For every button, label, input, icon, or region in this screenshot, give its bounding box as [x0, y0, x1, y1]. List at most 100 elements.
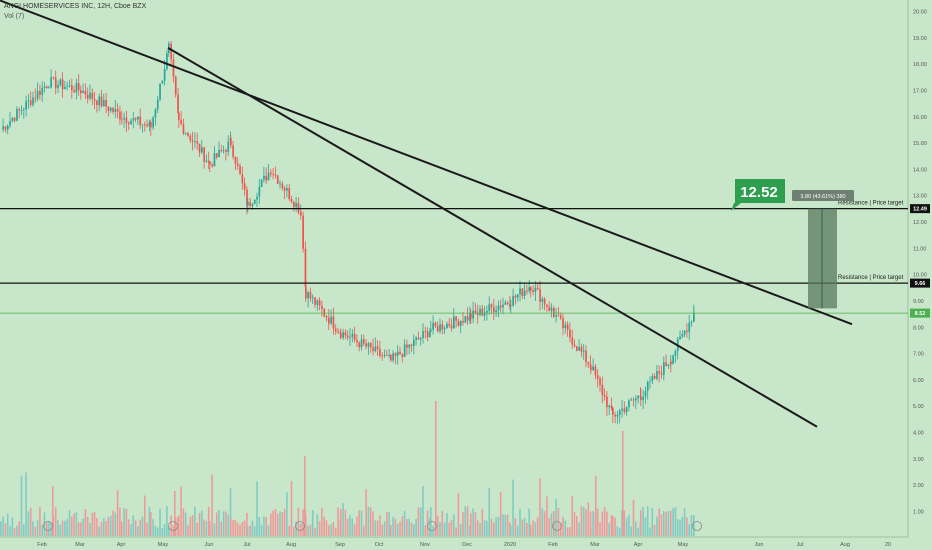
candle-body: [316, 300, 319, 305]
volume-bar: [349, 515, 351, 536]
candle-body: [137, 116, 139, 120]
y-tick-label: 13.00: [913, 194, 927, 200]
x-tick-label: Aug: [286, 542, 296, 548]
candle-body: [621, 408, 623, 411]
x-tick-label: 2020: [504, 542, 516, 548]
volume-bar: [553, 511, 555, 536]
volume-bar: [676, 519, 679, 536]
y-tick-label: 5.00: [913, 404, 924, 410]
volume-bar: [592, 511, 594, 536]
volume-bar: [521, 519, 524, 536]
candle-body: [436, 326, 439, 332]
volume-bar: [107, 517, 110, 536]
volume-bar: [154, 525, 157, 536]
candle-body: [68, 85, 71, 86]
volume-bar: [123, 508, 125, 536]
volume-bar: [96, 518, 98, 536]
candle-body: [441, 324, 444, 330]
volume-bar: [566, 527, 569, 536]
volume-bar: [396, 523, 399, 536]
volume-bar: [439, 521, 441, 536]
candle-body: [148, 122, 151, 127]
candle-body: [592, 366, 594, 371]
volume-bar: [340, 508, 342, 536]
volume-bar: [474, 512, 477, 536]
candle-body: [139, 116, 142, 126]
candle-body: [29, 100, 32, 105]
volume-bar: [417, 507, 420, 536]
candle-body: [490, 304, 493, 308]
volume-bar: [351, 518, 354, 536]
volume-bar: [260, 524, 263, 536]
y-tick-label: 19.00: [913, 36, 927, 42]
candle-body: [150, 122, 152, 128]
candle-body: [174, 76, 177, 95]
measure-label: 3.80 (43.61%) 380: [800, 194, 845, 200]
candle-body: [356, 339, 358, 343]
y-tick-label: 18.00: [913, 62, 927, 68]
candle-body: [249, 201, 251, 206]
volume-bar: [132, 515, 135, 536]
volume-bar: [267, 525, 270, 536]
candle-body: [66, 85, 69, 87]
candle-body: [267, 172, 270, 181]
volume-bar: [573, 512, 576, 536]
candle-body: [374, 346, 377, 352]
volume-bar: [68, 510, 71, 536]
volume-bar: [150, 512, 152, 536]
volume-bar: [472, 508, 474, 536]
volume-bar: [91, 512, 94, 536]
candle-body: [330, 316, 332, 324]
x-tick-label: Mar: [75, 542, 85, 548]
candle-body: [130, 120, 132, 125]
candle-body: [363, 339, 365, 344]
y-tick-label: 3.00: [913, 457, 924, 463]
volume-bar: [220, 521, 223, 536]
candle-body: [127, 122, 130, 125]
candle-body: [632, 399, 635, 401]
candle-body: [430, 329, 432, 332]
candle-body: [187, 132, 189, 136]
x-tick-label: Sep: [335, 542, 345, 548]
candle-body: [474, 310, 477, 314]
candle-body: [618, 410, 621, 415]
candle-body: [77, 83, 80, 91]
volume-bar: [530, 524, 532, 536]
volume-bar: [363, 525, 365, 536]
candle-body: [218, 149, 220, 158]
candle-body: [263, 175, 265, 180]
candle-body: [394, 353, 397, 356]
volume-bar: [546, 496, 548, 536]
volume-bar: [450, 519, 453, 536]
candle-body: [502, 304, 504, 308]
candle-body: [189, 135, 192, 141]
candle-body: [469, 313, 471, 321]
candle-body: [180, 119, 182, 125]
candle-body: [536, 287, 539, 290]
candle-body: [455, 316, 457, 321]
candle-body: [109, 107, 112, 111]
candle-body: [667, 364, 670, 366]
volume-bar: [121, 521, 123, 536]
volume-bar: [52, 486, 54, 536]
candle-body: [665, 362, 667, 366]
candle-body: [121, 119, 123, 121]
volume-bar: [39, 507, 41, 536]
candle-body: [144, 124, 146, 126]
volume-bar: [258, 516, 261, 536]
candle-body: [466, 316, 469, 321]
volume-bar: [288, 525, 290, 536]
x-tick-label: Jun: [205, 542, 214, 548]
volume-bar: [536, 517, 539, 536]
candle-body: [464, 316, 467, 323]
candle-body: [57, 84, 59, 89]
volume-bar: [360, 510, 363, 536]
candle-body: [75, 83, 78, 93]
volume-bar: [688, 524, 690, 536]
candle-body: [553, 307, 555, 314]
volume-bar: [510, 525, 512, 536]
y-tick-label: 7.00: [913, 352, 924, 358]
volume-bar: [243, 520, 246, 536]
candle-body: [353, 333, 356, 340]
volume-bar: [632, 499, 635, 536]
